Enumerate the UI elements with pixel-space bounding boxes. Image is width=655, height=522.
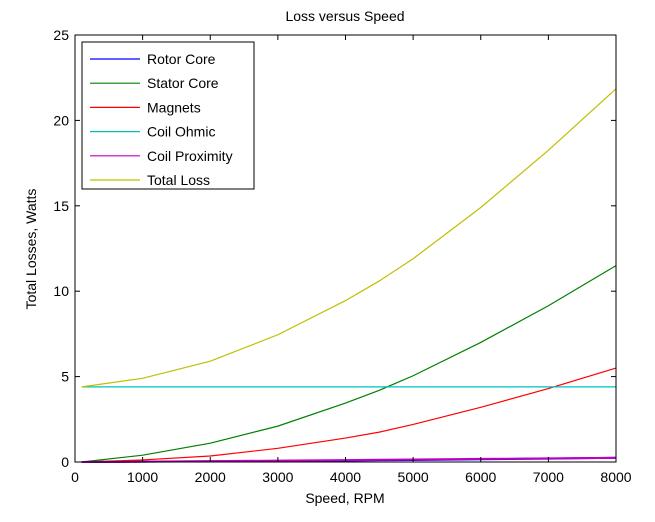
series-line-1 [81, 265, 617, 463]
x-tick-label: 6000 [465, 469, 496, 485]
y-tick-label: 5 [61, 369, 69, 385]
y-tick-label: 15 [53, 198, 69, 214]
y-tick-label: 25 [53, 27, 69, 43]
y-axis-label: Total Losses, Watts [23, 189, 39, 310]
legend-label: Magnets [147, 99, 201, 115]
y-tick-label: 10 [53, 283, 69, 299]
legend-box [81, 41, 255, 190]
y-tick-label: 0 [61, 454, 69, 470]
series-line-5 [81, 88, 617, 388]
series-line-4 [81, 456, 617, 463]
x-axis-label: Speed, RPM [305, 490, 384, 506]
chart-title: Loss versus Speed [285, 8, 404, 24]
x-tick-label: 1000 [127, 469, 158, 485]
series-layer [81, 88, 617, 463]
series-line-2 [81, 367, 617, 463]
x-tick-label: 5000 [398, 469, 429, 485]
legend-label: Rotor Core [147, 51, 216, 67]
legend-label: Coil Proximity [147, 148, 233, 164]
legend-label: Stator Core [147, 75, 219, 91]
x-tick-label: 0 [71, 469, 79, 485]
x-tick-label: 3000 [262, 469, 293, 485]
legend-label: Coil Ohmic [147, 124, 215, 140]
x-tick-label: 4000 [330, 469, 361, 485]
y-tick-label: 20 [53, 112, 69, 128]
x-tick-label: 7000 [533, 469, 564, 485]
legend-label: Total Loss [147, 172, 210, 188]
x-tick-label: 2000 [195, 469, 226, 485]
legend: Rotor Core Stator Core Magnets Coil Ohmic Co… [81, 41, 255, 190]
tick-layer: 0 1000 2000 3000 4000 5000 6000 7000 8000 0 5 10 15 2… [53, 27, 631, 485]
x-tick-label: 8000 [600, 469, 631, 485]
